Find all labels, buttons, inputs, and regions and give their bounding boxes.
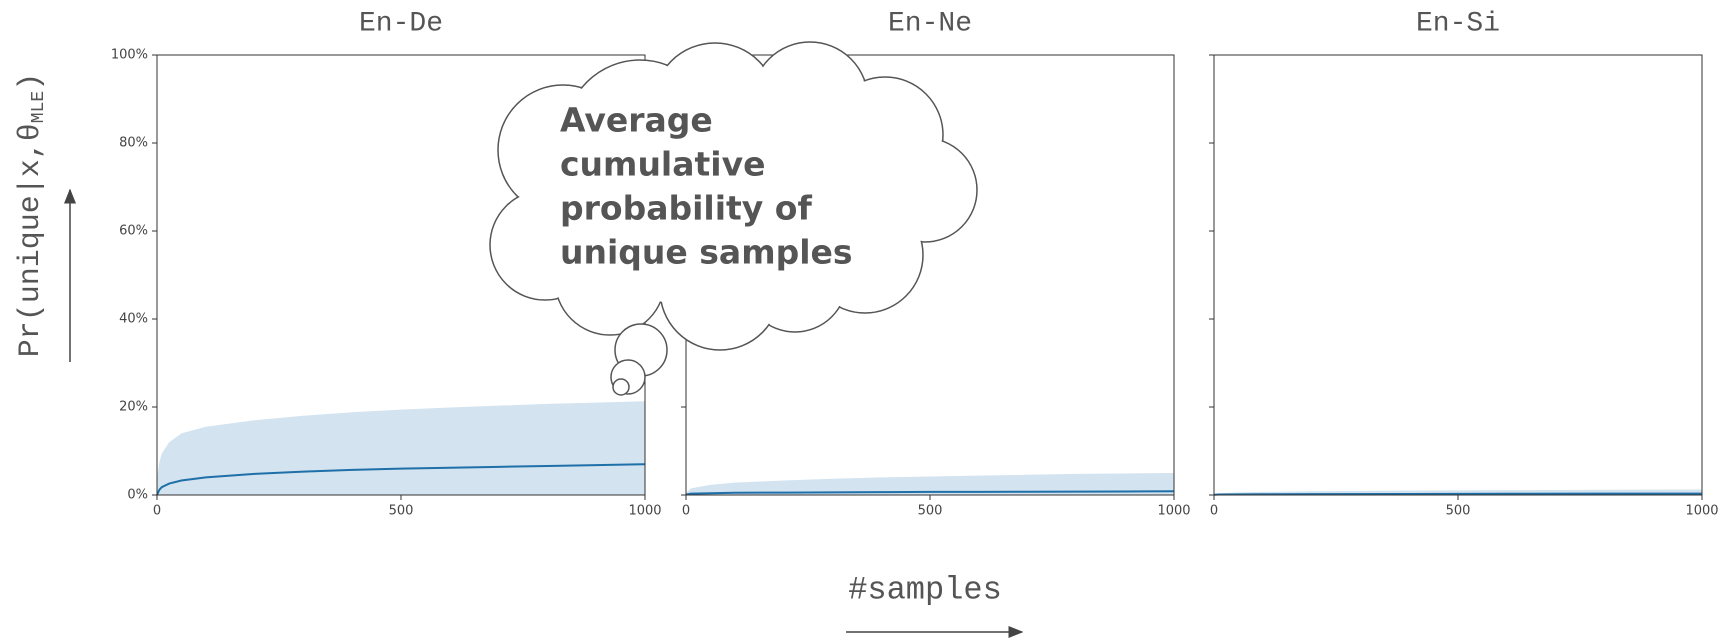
y-tick-label: 60%: [119, 224, 148, 239]
y-tick-label: 100%: [111, 48, 148, 63]
x-tick-label: 0: [153, 504, 161, 519]
y-axis-label: Pr(unique|x,θMLE): [14, 73, 49, 357]
x-tick-label: 500: [1446, 504, 1471, 519]
y-label-end: ): [14, 73, 48, 91]
x-tick-label: 1000: [628, 504, 661, 519]
x-tick-label: 500: [389, 504, 414, 519]
y-label-sub: MLE: [29, 91, 49, 123]
figure: En-De 0 500 1000 0% 20% 40% 60% 80% 100% En-Ne 0 500…: [0, 0, 1721, 639]
panel: En-Si 0 500 1000: [1209, 8, 1719, 518]
annotation-line: Average: [560, 101, 713, 140]
y-tick-label: 80%: [119, 136, 148, 151]
x-tick-label: 0: [1210, 504, 1218, 519]
x-tick-label: 0: [682, 504, 690, 519]
x-axis-label: #samples: [848, 571, 1002, 608]
panel-title: En-Si: [1416, 8, 1500, 39]
x-tick-label: 1000: [1157, 504, 1190, 519]
annotation-line: unique samples: [560, 233, 853, 272]
y-tick-label: 0%: [127, 488, 148, 503]
x-tick-label: 1000: [1685, 504, 1718, 519]
thought-cloud: Average cumulative probability of unique sa…: [490, 42, 977, 395]
y-tick-label: 20%: [119, 400, 148, 415]
y-label-main: Pr(unique|x,θ: [14, 123, 48, 357]
y-tick-label: 40%: [119, 312, 148, 327]
annotation-line: cumulative: [560, 145, 766, 184]
plot-frame: [1214, 55, 1702, 495]
x-tick-label: 500: [918, 504, 943, 519]
panel-title: En-De: [359, 8, 443, 39]
confidence-band: [157, 401, 645, 495]
panel-title: En-Ne: [888, 8, 972, 39]
annotation-line: probability of: [560, 189, 812, 228]
